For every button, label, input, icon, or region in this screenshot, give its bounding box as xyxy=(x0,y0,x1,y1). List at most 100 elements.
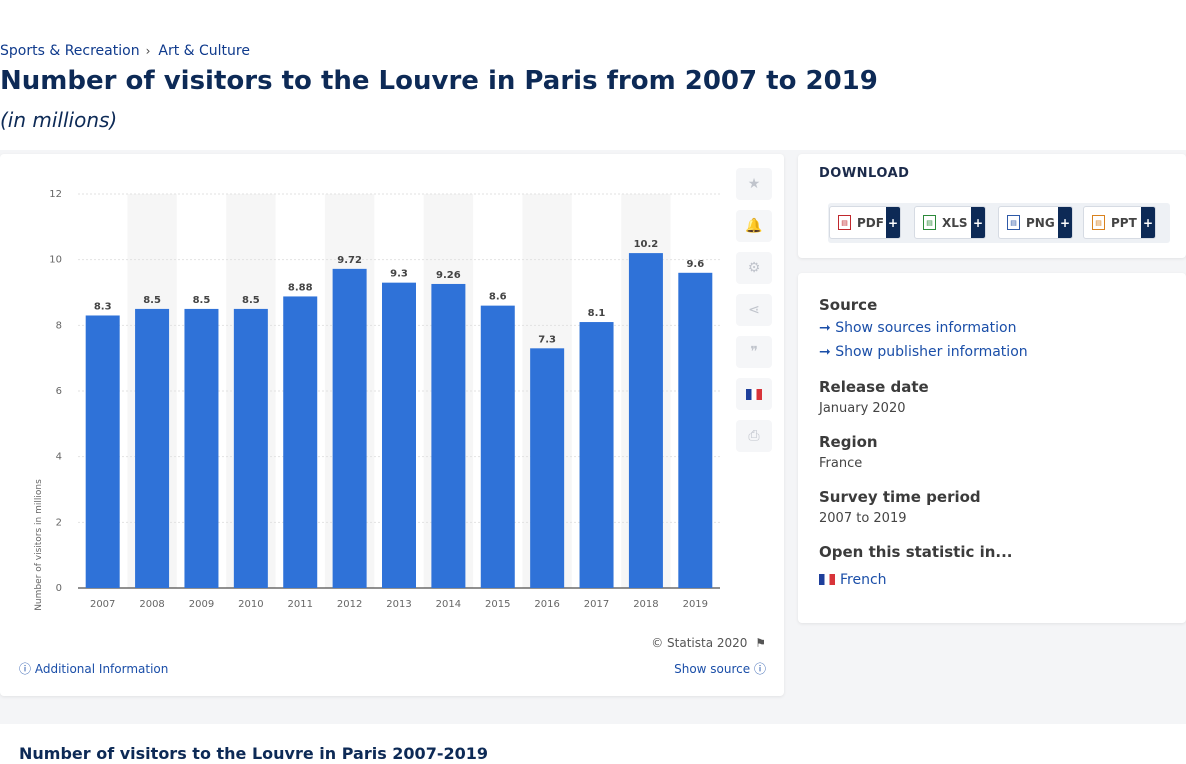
statistic-info-panel: Source ➞ Show sources information ➞ Show… xyxy=(798,273,1186,623)
open-french-label: French xyxy=(840,572,887,588)
copyright-text: © Statista 2020 xyxy=(651,636,748,650)
breadcrumb: Sports & Recreation › Art & Culture xyxy=(0,43,250,59)
bar-value-label: 8.5 xyxy=(242,295,260,306)
arrow-right-icon: ➞ xyxy=(819,344,831,360)
star-icon[interactable]: ★ xyxy=(736,168,772,200)
bell-icon[interactable]: 🔔 xyxy=(736,210,772,242)
bar-value-label: 9.3 xyxy=(390,269,408,280)
breadcrumb-separator-icon: › xyxy=(145,44,151,58)
flag-fr-icon[interactable] xyxy=(736,378,772,410)
bar-chart: 0 2 4 6 8 10 12 8.3 8.5 8.5 8.5 8.88 9.72 9.3 9.26 8.6… xyxy=(34,189,720,611)
bar-value-label: 9.72 xyxy=(337,255,362,266)
x-tick-label: 2012 xyxy=(337,599,362,610)
related-card: Number of visitors to the Louvre in Pari… xyxy=(0,724,1186,764)
bar-value-label: 8.88 xyxy=(288,282,313,293)
show-sources-link[interactable]: ➞ Show sources information xyxy=(819,320,1016,336)
download-buttons: ▤ PDF + ▤ XLS + ▤ PNG + ▤ PPT + xyxy=(828,203,1170,243)
pdf-plus-icon[interactable]: + xyxy=(886,207,900,238)
show-source-link[interactable]: Show source ⓘ xyxy=(674,660,766,677)
additional-info-label: Additional Information xyxy=(34,662,169,676)
info-icon: ⓘ xyxy=(753,662,766,676)
copyright: © Statista 2020 ⚑ xyxy=(651,636,766,650)
survey-heading: Survey time period xyxy=(819,488,981,506)
show-sources-label: Show sources information xyxy=(835,320,1017,336)
breadcrumb-sports[interactable]: Sports & Recreation xyxy=(0,43,140,59)
ppt-plus-icon[interactable]: + xyxy=(1141,207,1155,238)
bar xyxy=(85,315,120,588)
y-tick-label: 8 xyxy=(56,320,62,331)
x-tick-label: 2015 xyxy=(485,599,510,610)
y-tick-label: 6 xyxy=(56,386,62,397)
bar xyxy=(480,305,515,588)
bar-value-label: 8.6 xyxy=(489,292,507,303)
png-file-icon: ▤ xyxy=(1007,215,1020,230)
y-tick-label: 4 xyxy=(56,452,62,463)
bar-value-label: 10.2 xyxy=(634,239,659,250)
bar xyxy=(332,268,367,588)
print-icon[interactable]: ⎙ xyxy=(736,420,772,452)
page-subtitle: (in millions) xyxy=(0,108,118,132)
chart-card: 0 2 4 6 8 10 12 8.3 8.5 8.5 8.5 8.88 9.72 9.3 9.26 8.6… xyxy=(0,154,784,696)
bar-value-label: 8.5 xyxy=(143,295,161,306)
additional-info-link[interactable]: ⓘ Additional Information xyxy=(19,660,168,677)
y-tick-label: 12 xyxy=(49,189,62,200)
x-tick-label: 2014 xyxy=(436,599,461,610)
bar xyxy=(382,282,416,588)
open-french-link[interactable]: French xyxy=(819,572,887,588)
x-tick-label: 2017 xyxy=(584,599,609,610)
show-publisher-link[interactable]: ➞ Show publisher information xyxy=(819,344,1028,360)
x-tick-label: 2009 xyxy=(189,599,214,610)
show-source-label: Show source xyxy=(674,662,751,676)
breadcrumb-art-culture[interactable]: Art & Culture xyxy=(158,43,250,59)
source-heading: Source xyxy=(819,296,878,314)
bar xyxy=(135,308,170,588)
y-tick-label: 0 xyxy=(56,583,62,594)
bar-value-label: 9.26 xyxy=(436,270,461,281)
bar xyxy=(530,348,565,588)
png-label: PNG xyxy=(1026,215,1055,230)
bar xyxy=(628,253,663,588)
quote-icon[interactable]: ❞ xyxy=(736,336,772,368)
header-area: Sports & Recreation › Art & Culture Numb… xyxy=(0,0,1186,150)
arrow-right-icon: ➞ xyxy=(819,320,831,336)
bar xyxy=(233,308,268,588)
download-xls-button[interactable]: ▤ XLS + xyxy=(914,206,986,239)
region-value: France xyxy=(819,456,863,471)
flag-fr-icon xyxy=(819,574,835,585)
share-icon[interactable]: ⋖ xyxy=(736,294,772,326)
gear-icon[interactable]: ⚙ xyxy=(736,252,772,284)
ppt-file-icon: ▤ xyxy=(1092,215,1105,230)
bar xyxy=(283,296,318,588)
flag-icon: ⚑ xyxy=(755,636,766,650)
show-publisher-label: Show publisher information xyxy=(835,344,1028,360)
pdf-file-icon: ▤ xyxy=(838,215,851,230)
xls-plus-icon[interactable]: + xyxy=(971,207,985,238)
open-in-heading: Open this statistic in... xyxy=(819,543,1013,561)
x-tick-label: 2007 xyxy=(90,599,115,610)
y-tick-label: 2 xyxy=(56,517,62,528)
release-value: January 2020 xyxy=(819,401,906,416)
survey-value: 2007 to 2019 xyxy=(819,511,907,526)
download-panel: DOWNLOAD ▤ PDF + ▤ XLS + ▤ PNG + ▤ PPT + xyxy=(798,154,1186,258)
y-axis-label: Number of visitors in millions xyxy=(34,479,44,611)
info-icon: ⓘ xyxy=(19,662,32,676)
release-heading: Release date xyxy=(819,378,929,396)
x-tick-label: 2011 xyxy=(288,599,313,610)
region-heading: Region xyxy=(819,433,878,451)
bar-value-label: 8.1 xyxy=(588,308,606,319)
x-tick-label: 2016 xyxy=(534,599,559,610)
page-title: Number of visitors to the Louvre in Pari… xyxy=(0,66,878,96)
png-plus-icon[interactable]: + xyxy=(1058,207,1072,238)
bar-value-label: 8.3 xyxy=(94,301,112,312)
bar xyxy=(431,283,466,588)
bar-value-label: 8.5 xyxy=(193,295,211,306)
x-tick-label: 2019 xyxy=(683,599,708,610)
x-tick-label: 2013 xyxy=(386,599,411,610)
download-png-button[interactable]: ▤ PNG + xyxy=(998,206,1073,239)
download-ppt-button[interactable]: ▤ PPT + xyxy=(1083,206,1156,239)
xls-file-icon: ▤ xyxy=(923,215,936,230)
bar-value-label: 7.3 xyxy=(538,334,556,345)
x-tick-label: 2008 xyxy=(139,599,164,610)
bar xyxy=(678,272,713,588)
download-pdf-button[interactable]: ▤ PDF + xyxy=(829,206,901,239)
